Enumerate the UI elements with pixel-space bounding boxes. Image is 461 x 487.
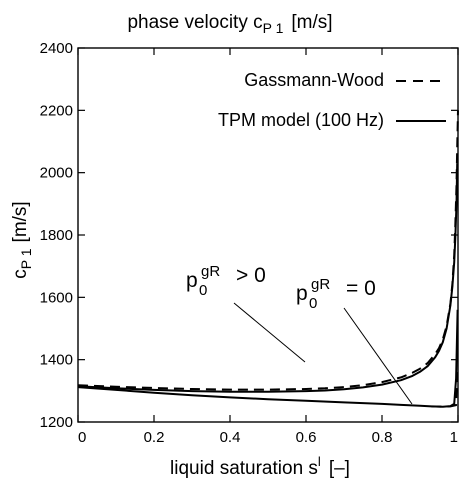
x-tick-label: 0.8	[372, 429, 393, 446]
series-line-1	[77, 163, 459, 393]
y-tick-label: 1800	[40, 227, 73, 244]
series-line-3	[431, 365, 459, 408]
y-axis-label-unit: [m/s]	[10, 201, 31, 242]
plot-area	[77, 47, 459, 423]
y-tick-label: 1600	[40, 289, 73, 306]
annotation-leader-eq0	[343, 307, 413, 405]
y-tick-label: 1200	[40, 414, 73, 431]
annotation-p0gR-eq0: p gR 0= 0	[296, 276, 376, 312]
y-tick-label: 2400	[40, 40, 73, 57]
x-axis-label-sup: l	[318, 454, 321, 469]
chart-title-sub: P 1	[263, 20, 284, 36]
x-axis-label: liquid saturation sl [–]	[170, 454, 350, 479]
legend-label-gassmann: Gassmann-Wood	[244, 70, 384, 90]
chart-title: phase velocity cP 1 [m/s]	[127, 12, 332, 36]
x-tick-label: 1	[450, 429, 458, 446]
x-axis-ticks: 0 0.2 0.4 0.6 0.8 1	[77, 48, 459, 446]
x-axis-label-unit: [–]	[329, 458, 350, 479]
x-tick-label: 0.4	[220, 429, 241, 446]
y-axis-ticks: 1200 1400 1600 1800 2000 2200 2400	[40, 40, 458, 431]
x-tick-label: 0.6	[296, 429, 317, 446]
series-layer	[77, 110, 459, 408]
annotation-leader-gt0	[233, 302, 306, 363]
annotation-p0gR-gt0: p gR 0> 0	[186, 263, 266, 299]
x-tick-label: 0.2	[144, 429, 165, 446]
x-tick-label: 0	[78, 429, 86, 446]
y-axis-label: cP 1[m/s]	[10, 201, 34, 278]
legend: Gassmann-Wood TPM model (100 Hz)	[218, 70, 446, 130]
chart-title-unit: [m/s]	[291, 12, 332, 33]
y-tick-label: 1400	[40, 352, 73, 369]
y-tick-label: 2200	[40, 102, 73, 119]
legend-label-tpm: TPM model (100 Hz)	[218, 110, 384, 130]
series-line-0	[77, 110, 459, 391]
y-axis-label-sub: P 1	[18, 248, 34, 269]
y-tick-label: 2000	[40, 165, 73, 182]
